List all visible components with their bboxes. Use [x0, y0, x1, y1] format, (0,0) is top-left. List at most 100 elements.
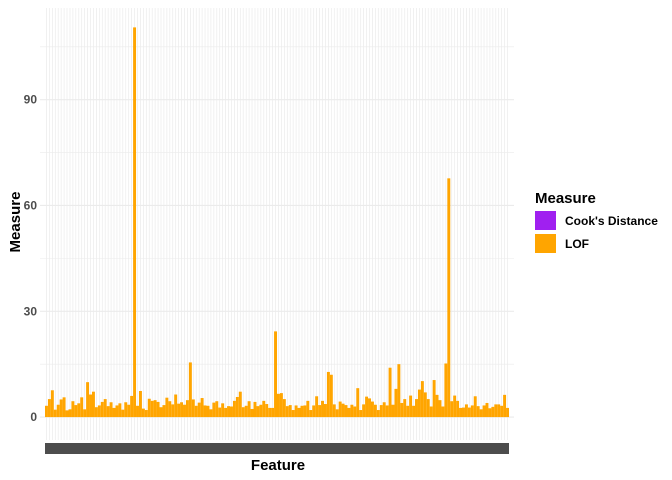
bar-lof [412, 405, 416, 418]
bar-lof [326, 371, 330, 418]
bar-lof [447, 178, 451, 418]
y-tick-label: 30 [24, 304, 38, 318]
bar-lof [159, 407, 163, 418]
bar-lof [462, 407, 465, 418]
bar-lof [197, 402, 201, 418]
bar-lof [244, 405, 248, 418]
bar-lof [209, 409, 213, 418]
bar-lof [112, 407, 116, 418]
bar-lof [91, 391, 95, 418]
bar-lof [362, 404, 366, 418]
bar-lof [391, 404, 395, 418]
bar-lof [89, 394, 92, 418]
bar-lof [156, 401, 160, 418]
bar-lof [109, 402, 113, 418]
bar-lof [318, 405, 322, 418]
bar-lof [100, 401, 104, 418]
bar-lof [464, 404, 468, 418]
bar-lof [279, 393, 283, 418]
bar-lof [373, 404, 377, 418]
bar-lof [394, 388, 398, 418]
bar-lof [124, 402, 128, 418]
bar-lof [376, 410, 380, 418]
bar-lof [356, 388, 360, 418]
bar-lof [262, 400, 266, 418]
bar-lof [253, 401, 257, 418]
bar-lof [232, 400, 236, 418]
x-axis-title: Feature [251, 457, 305, 474]
bar-lof [297, 407, 301, 418]
bar-lof [141, 408, 145, 418]
bar-lof [444, 363, 448, 418]
bar-lof [56, 404, 60, 418]
bar-lof [238, 391, 242, 418]
bar-lof [71, 401, 75, 418]
legend-label-cooks-distance: Cook's Distance [565, 214, 658, 228]
bar-lof [459, 407, 463, 418]
bar-lof [476, 406, 480, 418]
bar-lof [162, 405, 166, 418]
legend-label-lof: LOF [565, 237, 589, 251]
bar-lof [415, 399, 418, 418]
bar-lof [359, 410, 363, 418]
bar-lof [291, 410, 295, 418]
bar-lof [235, 396, 239, 418]
bar-lof [450, 401, 454, 418]
bar-lof [385, 405, 389, 418]
bar-lof [344, 405, 348, 418]
bar-lof [382, 402, 386, 418]
bar-lof [388, 367, 392, 418]
bar-lof [494, 404, 498, 418]
x-tick-label-band [45, 443, 509, 454]
bar-lof [426, 399, 430, 418]
bar-lof [218, 407, 222, 418]
bar-lof [68, 409, 72, 418]
bar-lof [312, 405, 316, 418]
bar-lof [300, 405, 304, 418]
bar-lof [194, 405, 198, 418]
bar-lof [368, 398, 371, 418]
bar-lof [50, 390, 54, 418]
bar-lof [136, 405, 139, 418]
bar-lof [227, 406, 231, 418]
bar-lof [221, 403, 225, 418]
bar-lof [77, 403, 81, 418]
bar-lof [409, 395, 413, 418]
legend-key-cooks-distance [535, 211, 556, 230]
bar-lof [353, 406, 357, 418]
bar-lof [174, 394, 178, 418]
bar-lof [435, 394, 439, 418]
bar-lof [212, 402, 216, 418]
bar-lof [150, 400, 154, 418]
bar-lof [467, 407, 471, 418]
bar-lof [106, 406, 110, 418]
bar-lof [168, 401, 172, 418]
y-tick-label: 0 [30, 410, 37, 424]
bar-lof [497, 404, 501, 418]
bar-lof [306, 400, 310, 418]
bars [45, 27, 509, 418]
bar-lof [47, 399, 51, 418]
bar-lof [453, 395, 457, 418]
bar-lof [429, 406, 433, 418]
bar-lof [370, 401, 374, 418]
bar-lof [59, 399, 63, 418]
bar-lof [332, 404, 336, 418]
bar-lof [406, 405, 410, 418]
bar-lof [473, 396, 477, 418]
legend-title: Measure [535, 190, 596, 207]
bar-lof [438, 400, 442, 418]
bar-lof [177, 403, 181, 418]
bar-lof [303, 405, 307, 418]
bar-lof [185, 400, 189, 418]
bar-lof [288, 405, 292, 418]
bar-lof [479, 409, 483, 418]
bar-lof [488, 408, 492, 418]
bar-lof [115, 405, 119, 418]
bar-lof [335, 409, 339, 418]
bar-lof [365, 396, 369, 418]
bar-lof [309, 410, 313, 418]
bar-lof [62, 397, 66, 418]
bar-lof [347, 407, 351, 418]
